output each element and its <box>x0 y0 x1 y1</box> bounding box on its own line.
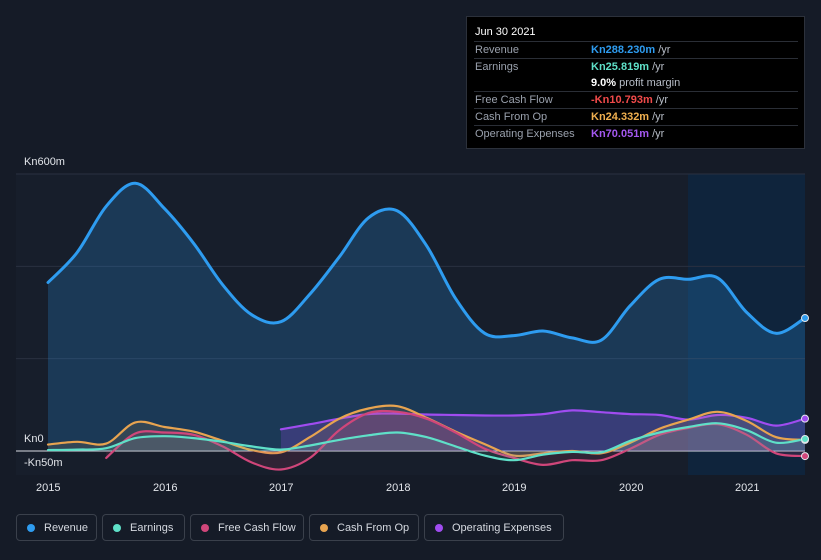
legend-label: Free Cash Flow <box>218 521 296 534</box>
legend-label: Revenue <box>44 521 89 534</box>
earnings-area <box>48 423 805 461</box>
tooltip-row-margin: 9.0% profit margin <box>474 75 798 92</box>
tooltip-date: Jun 30 2021 <box>475 26 536 38</box>
earnings-endpoint <box>801 434 809 443</box>
tooltip-row-earnings: Earnings Kn25.819m/yr <box>474 58 798 76</box>
operating-expenses-area <box>280 410 805 451</box>
legend-item-free-cash-flow[interactable]: Free Cash Flow <box>190 514 304 541</box>
cash-from-op-area <box>48 405 805 457</box>
tooltip-value: 9.0% profit margin <box>591 77 681 89</box>
x-tick-label-2019: 2019 <box>502 482 527 494</box>
tooltip-label: Revenue <box>475 44 520 56</box>
tooltip-row-cash-from-op: Cash From Op Kn24.332m/yr <box>474 108 798 126</box>
tooltip-value: Kn288.230m/yr <box>591 44 671 56</box>
y-tick-label-0: Kn0 <box>24 433 44 445</box>
tooltip-value: Kn25.819m/yr <box>591 61 665 73</box>
y-tick-label-600: Kn600m <box>24 156 65 168</box>
tooltip-value: Kn70.051m/yr <box>591 128 665 140</box>
x-tick-label-2020: 2020 <box>619 482 644 494</box>
free-cash-flow-endpoint <box>801 452 809 461</box>
legend-dot-icon <box>113 523 121 532</box>
x-tick-label-2021: 2021 <box>735 482 760 494</box>
operating-expenses-endpoint <box>801 414 809 423</box>
legend-item-earnings[interactable]: Earnings <box>102 514 185 541</box>
free-cash-flow-area <box>106 410 805 470</box>
revenue-area <box>48 183 805 452</box>
legend-label: Earnings <box>130 521 174 534</box>
legend-dot-icon <box>201 523 209 532</box>
tooltip-row-revenue: Revenue Kn288.230m/yr <box>474 41 798 59</box>
y-tick-label-neg50: -Kn50m <box>24 457 63 469</box>
x-tick-label-2016: 2016 <box>153 482 178 494</box>
series-layer <box>46 181 809 471</box>
data-tooltip: Jun 30 2021 Revenue Kn288.230m/yr Earnin… <box>466 16 805 149</box>
revenue-endpoint <box>801 314 809 323</box>
tooltip-label: Operating Expenses <box>475 128 575 140</box>
x-tick-label-2015: 2015 <box>36 482 61 494</box>
earnings-line <box>46 422 807 462</box>
legend-dot-icon <box>320 523 328 532</box>
tooltip-row-operating-expenses: Operating Expenses Kn70.051m/yr <box>474 125 798 143</box>
legend-label: Operating Expenses <box>452 521 552 534</box>
tooltip-label: Earnings <box>475 61 519 73</box>
grid-lines <box>16 173 805 452</box>
x-tick-label-2017: 2017 <box>269 482 294 494</box>
x-tick-label-2018: 2018 <box>386 482 411 494</box>
tooltip-value: -Kn10.793m/yr <box>591 94 668 106</box>
tooltip-value: Kn24.332m/yr <box>591 111 665 123</box>
tooltip-label: Free Cash Flow <box>475 94 553 106</box>
legend-item-operating-expenses[interactable]: Operating Expenses <box>424 514 564 541</box>
legend-dot-icon <box>435 523 443 532</box>
revenue-line <box>46 181 807 344</box>
legend-item-cash-from-op[interactable]: Cash From Op <box>309 514 419 541</box>
legend-item-revenue[interactable]: Revenue <box>16 514 97 541</box>
tooltip-label: Cash From Op <box>475 111 548 123</box>
tooltip-row-free-cash-flow: Free Cash Flow -Kn10.793m/yr <box>474 91 798 109</box>
legend-label: Cash From Op <box>337 521 410 534</box>
legend-dot-icon <box>27 523 35 532</box>
